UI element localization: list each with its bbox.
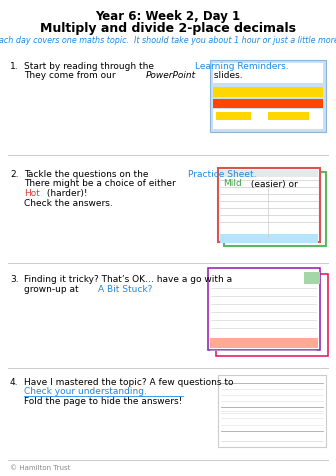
Text: Start by reading through the: Start by reading through the	[24, 62, 157, 71]
Bar	[210, 60, 326, 132]
Text: Fold the page to hide the answers!: Fold the page to hide the answers!	[24, 397, 182, 406]
Text: Mild: Mild	[223, 179, 242, 188]
Bar	[218, 168, 320, 242]
Text: Finding it tricky? That’s OK… have a go with a: Finding it tricky? That’s OK… have a go …	[24, 275, 232, 284]
Bar	[224, 172, 326, 246]
Text: Have I mastered the topic? A few questions to: Have I mastered the topic? A few questio…	[24, 378, 234, 387]
Bar	[304, 272, 320, 284]
Text: © Hamilton Trust: © Hamilton Trust	[10, 465, 70, 471]
Bar	[213, 88, 323, 98]
Text: Tackle the questions on the: Tackle the questions on the	[24, 170, 152, 179]
Bar	[210, 338, 318, 348]
Text: Year 6: Week 2, Day 1: Year 6: Week 2, Day 1	[95, 10, 241, 23]
Text: Multiply and divide 2-place decimals: Multiply and divide 2-place decimals	[40, 22, 296, 35]
Bar	[216, 112, 251, 120]
Bar	[220, 170, 318, 177]
Text: grown-up at: grown-up at	[24, 285, 82, 294]
Text: (harder)!: (harder)!	[44, 189, 88, 198]
Text: 3.: 3.	[10, 275, 18, 284]
Bar	[213, 63, 323, 83]
Text: They come from our: They come from our	[24, 71, 119, 80]
Text: slides.: slides.	[211, 71, 242, 80]
Text: Each day covers one maths topic.  It should take you about 1 hour or just a litt: Each day covers one maths topic. It shou…	[0, 36, 336, 45]
Text: PowerPoint: PowerPoint	[146, 71, 196, 80]
Text: 2.: 2.	[10, 170, 18, 179]
Text: Check your understanding.: Check your understanding.	[24, 387, 147, 397]
Bar	[208, 268, 320, 350]
Text: Check the answers.: Check the answers.	[24, 198, 113, 208]
Text: 1.: 1.	[10, 62, 18, 71]
Text: There might be a choice of either: There might be a choice of either	[24, 179, 179, 188]
Text: Learning Reminders.: Learning Reminders.	[196, 62, 289, 71]
Bar	[268, 112, 308, 120]
Bar	[213, 99, 323, 108]
Text: (easier) or: (easier) or	[248, 179, 297, 188]
Bar	[218, 375, 326, 447]
Text: Practice Sheet.: Practice Sheet.	[188, 170, 257, 179]
Text: Hot: Hot	[24, 189, 40, 198]
Text: A Bit Stuck?: A Bit Stuck?	[98, 285, 153, 294]
Text: 4.: 4.	[10, 378, 18, 387]
Bar	[220, 234, 318, 243]
Bar	[213, 109, 323, 129]
Bar	[216, 274, 328, 356]
